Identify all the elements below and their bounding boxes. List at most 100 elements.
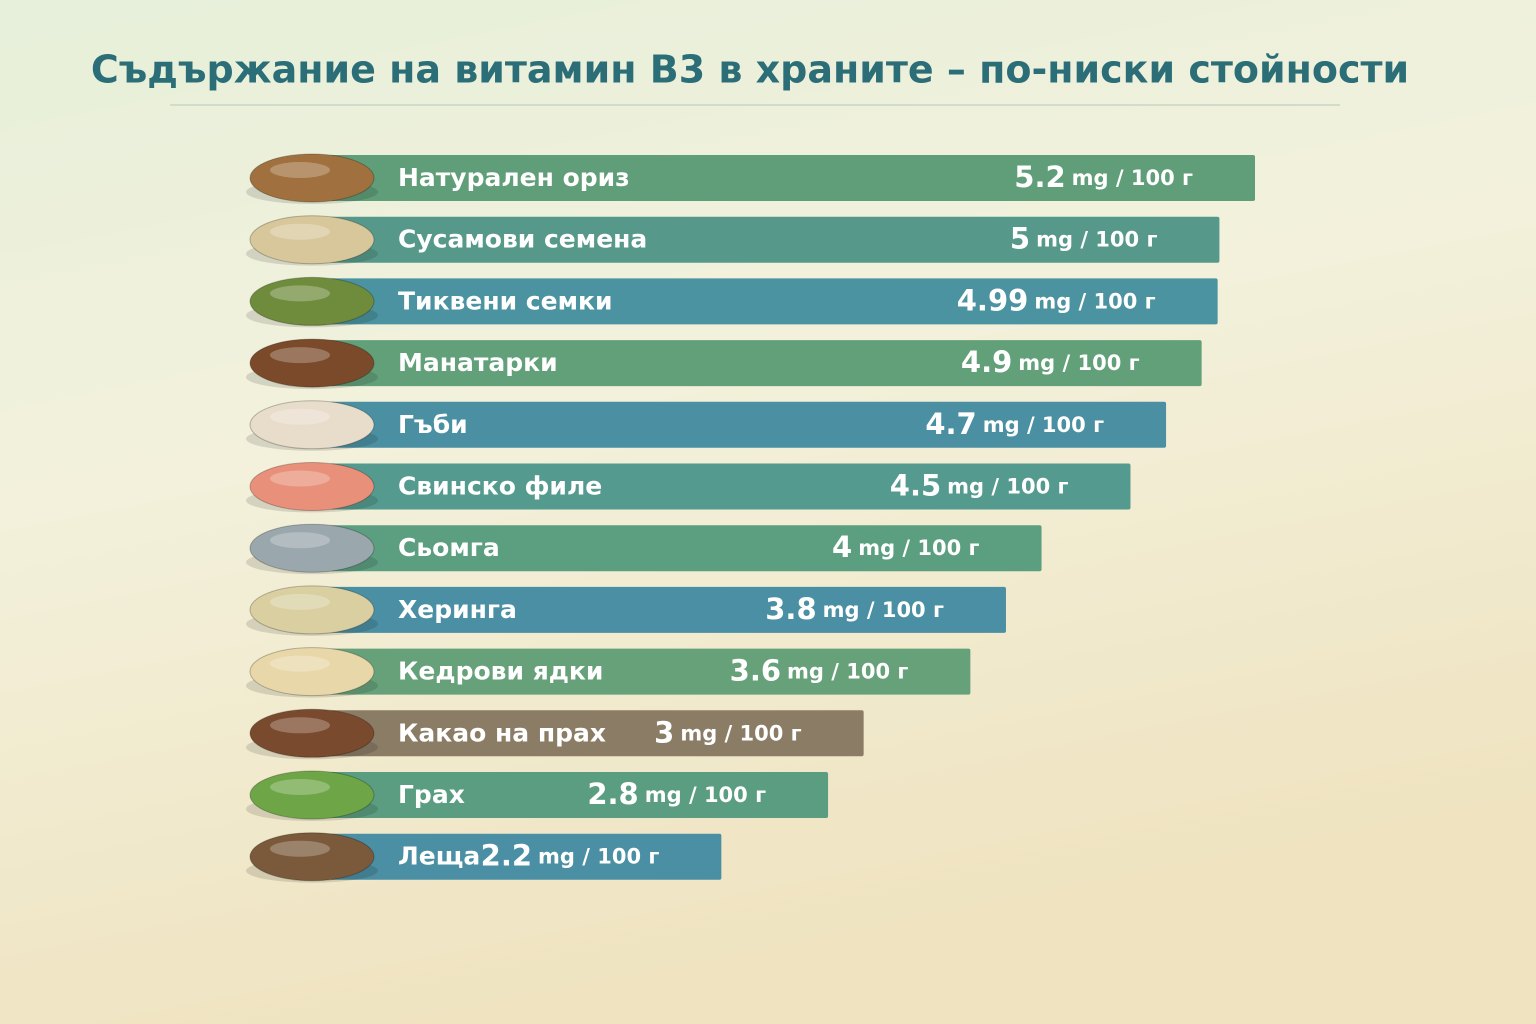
value-label: 4 mg / 100 г — [832, 530, 980, 564]
bar — [330, 340, 1202, 387]
category-label: Натурален ориз — [398, 163, 630, 192]
bar — [330, 586, 1006, 633]
value-number: 4.7 — [925, 407, 976, 441]
food-icon-body — [249, 153, 375, 203]
category-label: Сусамови семена — [398, 225, 647, 254]
value-number: 3.8 — [765, 592, 816, 626]
bar — [330, 525, 1042, 572]
value-unit: mg / 100 г — [1034, 289, 1155, 313]
bar — [330, 710, 864, 757]
value-number: 5 — [1010, 222, 1030, 256]
food-icon-highlight — [270, 162, 330, 178]
value-label: 4.99 mg / 100 г — [957, 283, 1156, 317]
value-number: 3.6 — [730, 654, 781, 688]
bar — [330, 833, 722, 880]
food-icon — [246, 400, 378, 451]
food-icon — [246, 462, 378, 513]
value-label: 3.6 mg / 100 г — [730, 654, 909, 688]
bar — [330, 772, 829, 818]
value-unit: mg / 100 г — [983, 413, 1104, 437]
value-unit: mg / 100 г — [787, 660, 908, 684]
food-icon — [246, 215, 378, 266]
value-number: 5.2 — [1014, 160, 1065, 194]
category-label: Манатарки — [398, 348, 558, 377]
food-icon-body — [249, 215, 375, 265]
food-icon — [246, 770, 378, 821]
food-icon-body — [249, 462, 375, 511]
food-icon — [246, 708, 378, 760]
category-label: Херинга — [398, 595, 517, 624]
food-icon-highlight — [270, 655, 330, 672]
food-icon-body — [249, 770, 375, 820]
value-label: 4.7 mg / 100 г — [925, 407, 1104, 441]
food-icon — [246, 338, 378, 390]
food-icon-body — [249, 832, 375, 882]
value-number: 4.9 — [961, 345, 1012, 379]
food-icon-highlight — [270, 717, 330, 734]
food-icon-highlight — [270, 347, 330, 364]
value-unit: mg / 100 г — [1036, 228, 1157, 252]
chart-title: Съдържание на витамин B3 в храните – по-… — [91, 48, 1409, 92]
category-label: Тиквени семки — [398, 286, 613, 315]
value-label: 3 mg / 100 г — [654, 715, 802, 749]
value-unit: mg / 100 г — [680, 721, 801, 745]
category-label: Какао на прах — [398, 718, 606, 747]
food-icon-body — [249, 523, 375, 573]
value-unit: mg / 100 г — [858, 536, 979, 560]
food-icon — [246, 585, 378, 636]
value-label: 4.9 mg / 100 г — [961, 345, 1140, 379]
food-icon-body — [249, 276, 375, 326]
food-icon-body — [249, 647, 375, 697]
food-icon-highlight — [270, 470, 330, 487]
value-label: 2.8 mg / 100 г — [587, 777, 766, 811]
value-number: 4.99 — [957, 283, 1029, 317]
food-icon-highlight — [270, 532, 330, 549]
food-icon-body — [249, 400, 375, 450]
bar — [330, 463, 1131, 510]
food-icon — [246, 523, 378, 575]
category-label: Гъби — [398, 410, 468, 439]
value-number: 2.8 — [587, 777, 638, 811]
food-icon-highlight — [270, 285, 330, 302]
value-unit: mg / 100 г — [1072, 166, 1193, 190]
food-icon-body — [249, 585, 375, 635]
food-icon — [246, 276, 378, 328]
value-label: 4.5 mg / 100 г — [890, 469, 1069, 503]
category-label: Кедрови ядки — [398, 657, 603, 686]
value-unit: mg / 100 г — [538, 845, 659, 869]
category-label: Леща — [398, 842, 480, 871]
bar — [330, 401, 1167, 448]
food-icon-body — [249, 708, 375, 758]
bar — [330, 648, 971, 695]
bar — [330, 216, 1220, 263]
food-icon — [246, 832, 378, 883]
value-unit: mg / 100 г — [947, 475, 1068, 499]
value-unit: mg / 100 г — [645, 783, 766, 807]
value-label: 2.2 mg / 100 г — [481, 839, 660, 873]
value-label: 5.2 mg / 100 г — [1014, 160, 1193, 194]
category-label: Грах — [398, 780, 465, 809]
bar — [330, 155, 1255, 201]
value-number: 3 — [654, 715, 674, 749]
value-unit: mg / 100 г — [1018, 351, 1139, 375]
value-label: 5 mg / 100 г — [1010, 222, 1158, 256]
food-icon-highlight — [270, 593, 330, 610]
food-icon-highlight — [270, 840, 330, 857]
food-icon-highlight — [270, 223, 330, 240]
food-icon-highlight — [270, 408, 330, 425]
value-unit: mg / 100 г — [823, 598, 944, 622]
value-number: 2.2 — [481, 839, 532, 873]
value-number: 4 — [832, 530, 852, 564]
food-icon — [246, 153, 378, 204]
food-icon-body — [249, 338, 375, 388]
bar — [330, 278, 1218, 325]
value-number: 4.5 — [890, 469, 941, 503]
food-icon-highlight — [270, 779, 330, 795]
category-label: Сьомга — [398, 533, 500, 562]
value-label: 3.8 mg / 100 г — [765, 592, 944, 626]
food-icon — [246, 647, 378, 698]
category-label: Свинско филе — [398, 472, 602, 501]
